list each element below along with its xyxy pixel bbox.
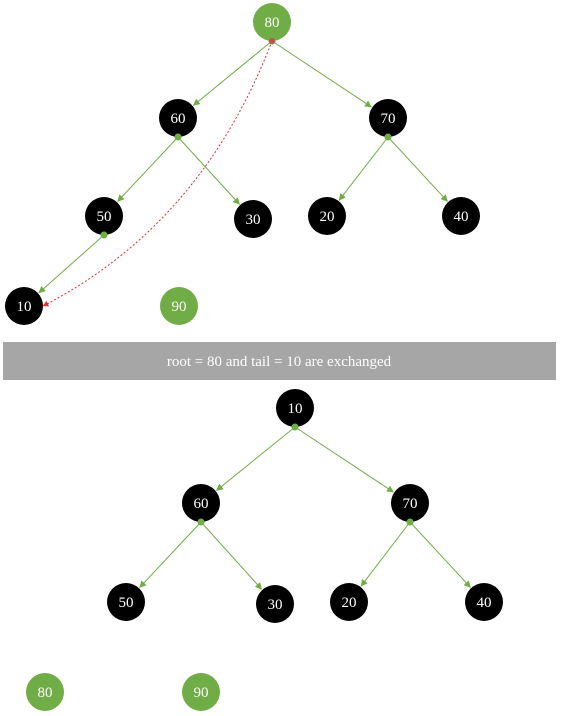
node-circle — [85, 197, 123, 235]
node-circle — [159, 99, 197, 137]
tree-node: 30 — [234, 200, 272, 238]
tree-node: 70 — [369, 99, 407, 141]
banner-background — [3, 342, 556, 380]
tree-edge — [338, 136, 389, 201]
node-label: 40 — [477, 595, 492, 611]
node-label: 60 — [171, 111, 186, 127]
node-circle — [276, 389, 314, 427]
node-label: 30 — [246, 212, 261, 228]
tree-node: 40 — [442, 197, 480, 235]
tree-node: 20 — [330, 583, 368, 621]
tree-node: 50 — [107, 583, 145, 621]
connector-dot — [100, 231, 108, 239]
swap-layer — [42, 38, 275, 307]
tree-node: 60 — [182, 484, 220, 526]
tree-node: 90 — [160, 287, 198, 325]
node-label: 80 — [265, 15, 280, 31]
edges-layer — [38, 40, 471, 590]
tree-node: 60 — [159, 99, 197, 141]
tree-node: 10 — [276, 389, 314, 431]
node-label: 50 — [97, 209, 112, 225]
tree-edge — [294, 426, 394, 493]
node-circle — [256, 585, 294, 623]
node-circle — [330, 583, 368, 621]
node-circle — [5, 287, 43, 325]
tree-node: 90 — [182, 673, 220, 711]
node-circle — [391, 484, 429, 522]
node-label: 40 — [454, 209, 469, 225]
node-circle — [369, 99, 407, 137]
swap-arrow — [42, 40, 273, 307]
tree-edge — [360, 521, 411, 587]
banner-text: root = 80 and tail = 10 are exchanged — [167, 354, 392, 370]
tree-node: 30 — [256, 585, 294, 623]
tree-edge — [177, 136, 240, 205]
tree-node: 80 — [26, 673, 64, 711]
node-circle — [26, 673, 64, 711]
tree-edge — [192, 40, 273, 106]
connector-dot — [291, 423, 299, 431]
node-label: 80 — [38, 685, 53, 701]
tree-node: 20 — [308, 197, 346, 235]
swap-arrow-origin-dot — [269, 38, 275, 44]
node-circle — [308, 197, 346, 235]
node-circle — [160, 287, 198, 325]
node-label: 90 — [172, 299, 187, 315]
connector-dot — [197, 518, 205, 526]
node-label: 70 — [403, 496, 418, 512]
connector-dot — [174, 133, 182, 141]
node-circle — [442, 197, 480, 235]
node-circle — [182, 673, 220, 711]
swap-banner: root = 80 and tail = 10 are exchanged — [3, 342, 556, 380]
node-label: 20 — [342, 595, 357, 611]
node-label: 50 — [119, 595, 134, 611]
node-label: 30 — [268, 597, 283, 613]
node-label: 10 — [288, 401, 303, 417]
node-label: 60 — [194, 496, 209, 512]
tree-edge — [139, 521, 202, 588]
node-circle — [182, 484, 220, 522]
tree-node: 50 — [85, 197, 123, 239]
tree-edge — [409, 521, 471, 588]
node-circle — [253, 3, 291, 41]
tree-edge — [387, 136, 448, 202]
tree-node: 10 — [5, 287, 43, 325]
nodes-layer: 80 60 70 50 30 20 40 10 90 10 60 70 50 30 20 40 80 90 — [5, 3, 503, 711]
node-label: 20 — [320, 209, 335, 225]
tree-edge — [271, 40, 372, 108]
node-label: 10 — [17, 299, 32, 315]
tree-edge — [216, 426, 296, 491]
node-label: 70 — [381, 111, 396, 127]
tree-edge — [117, 136, 179, 202]
node-circle — [107, 583, 145, 621]
tree-edge — [38, 234, 105, 294]
tree-node: 40 — [465, 583, 503, 621]
connector-dot — [384, 133, 392, 141]
node-circle — [465, 583, 503, 621]
connector-dot — [406, 518, 414, 526]
tree-node: 70 — [391, 484, 429, 526]
node-circle — [234, 200, 272, 238]
node-label: 90 — [194, 685, 209, 701]
tree-edge — [200, 521, 263, 590]
